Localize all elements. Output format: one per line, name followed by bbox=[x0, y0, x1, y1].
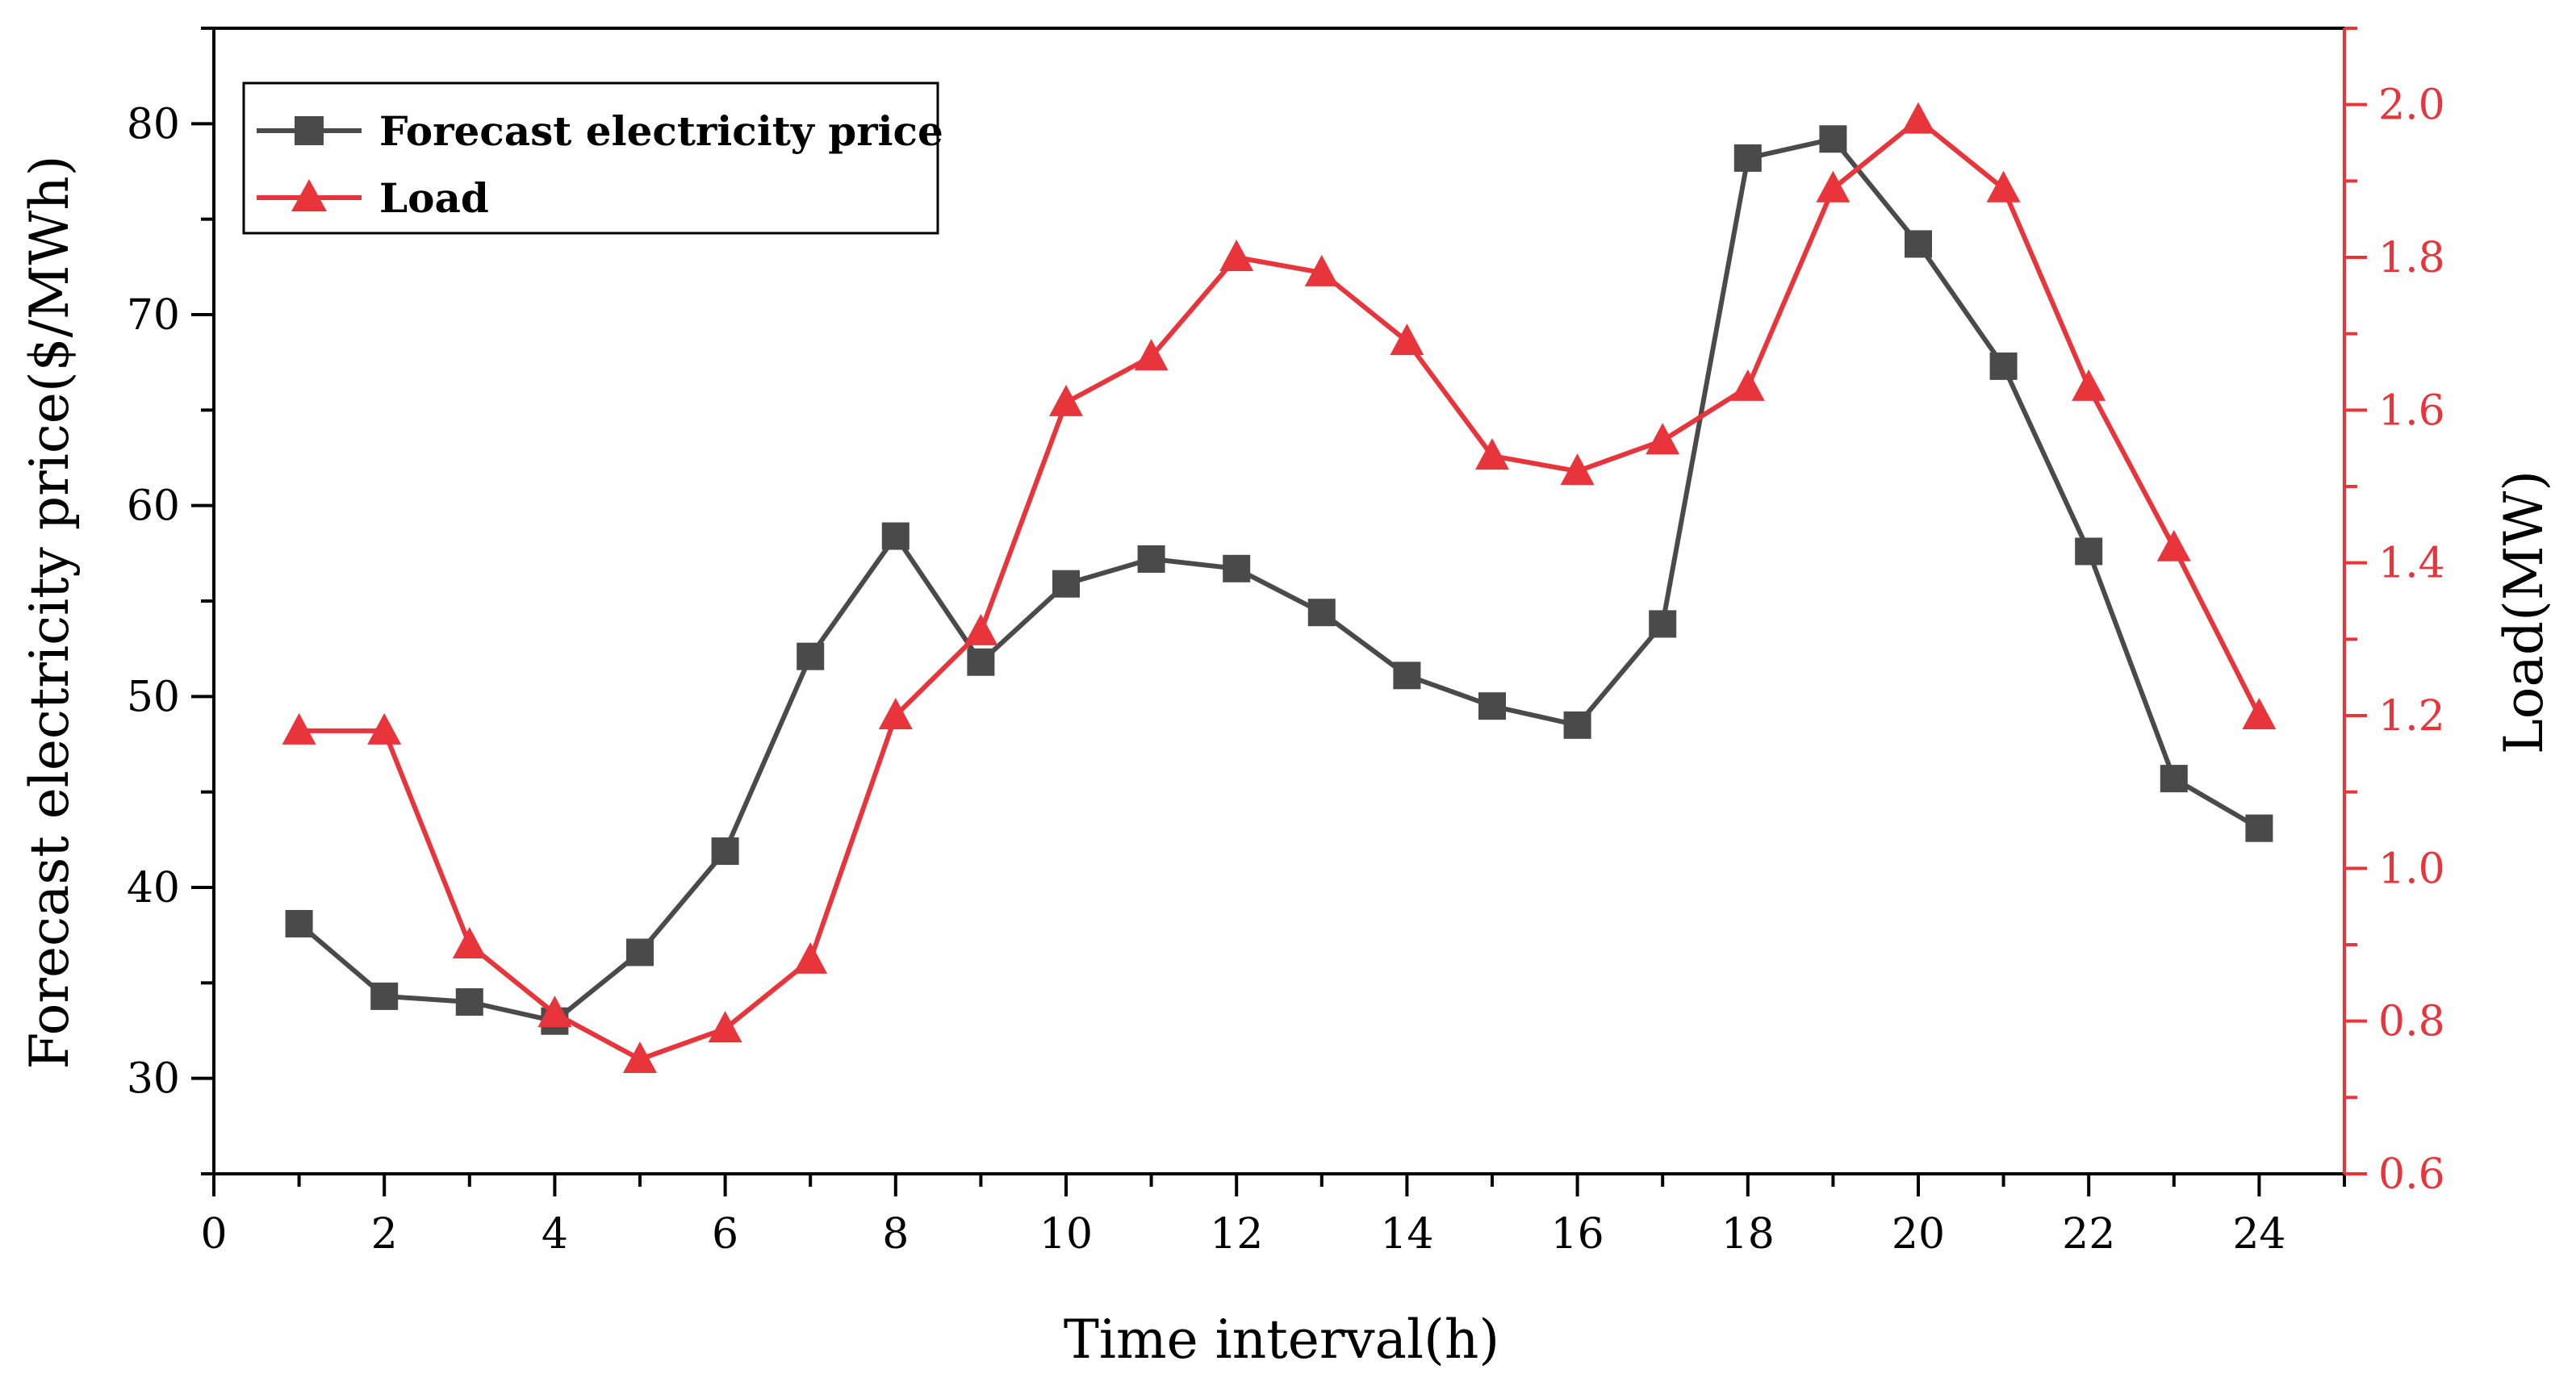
x-tick-label: 12 bbox=[1210, 1210, 1263, 1259]
data-point bbox=[1989, 352, 2018, 380]
x-axis: 0 2 4 6 8 10 12 14 16 18 20 22 24 bbox=[200, 1172, 2346, 1259]
data-point bbox=[1304, 254, 1339, 286]
data-point bbox=[1049, 384, 1083, 416]
y-right-tick-label: 1.2 bbox=[2378, 692, 2445, 741]
data-point bbox=[1986, 170, 2021, 202]
data-point bbox=[1475, 438, 1509, 470]
legend-label-load: Load bbox=[379, 174, 489, 222]
data-point bbox=[2156, 529, 2191, 561]
x-tick-label: 14 bbox=[1380, 1210, 1433, 1259]
data-point bbox=[1307, 599, 1336, 627]
x-tick-label: 22 bbox=[2062, 1210, 2115, 1259]
data-point bbox=[370, 982, 399, 1010]
y-right-tick-label: 1.0 bbox=[2378, 845, 2445, 893]
legend-entry-load: Load bbox=[257, 174, 489, 222]
data-point bbox=[1223, 554, 1251, 582]
data-point bbox=[1816, 170, 1850, 202]
y-right-tick-label: 0.8 bbox=[2378, 998, 2445, 1046]
series-line bbox=[297, 136, 2260, 1024]
data-point bbox=[1219, 240, 1254, 271]
data-point bbox=[623, 1042, 657, 1073]
series-price bbox=[285, 125, 2273, 1035]
data-point bbox=[367, 712, 402, 745]
data-point bbox=[1646, 423, 1680, 455]
data-point bbox=[1649, 610, 1677, 638]
y-right-tick-label: 1.8 bbox=[2378, 234, 2445, 282]
y-left-tick-label: 80 bbox=[127, 100, 180, 148]
data-point bbox=[1393, 662, 1421, 690]
y-right-tick-label: 1.6 bbox=[2378, 386, 2445, 435]
data-point bbox=[797, 642, 825, 670]
data-point bbox=[964, 613, 998, 645]
data-point bbox=[2075, 537, 2103, 566]
data-point bbox=[793, 941, 828, 974]
y-left-tick-label: 50 bbox=[127, 673, 180, 721]
data-point bbox=[1733, 144, 1762, 172]
data-point bbox=[1134, 339, 1169, 371]
data-point bbox=[626, 938, 654, 966]
y-right-tick-label: 2.0 bbox=[2378, 81, 2445, 130]
data-point bbox=[1560, 453, 1595, 486]
series-layer bbox=[282, 102, 2277, 1073]
data-point bbox=[285, 909, 313, 937]
data-point bbox=[1478, 692, 1506, 720]
series-load bbox=[282, 102, 2277, 1073]
x-tick-label: 24 bbox=[2232, 1210, 2285, 1259]
x-tick-label: 8 bbox=[882, 1210, 909, 1259]
y-left-tick-label: 40 bbox=[127, 864, 180, 912]
x-tick-label: 2 bbox=[371, 1210, 398, 1259]
data-point bbox=[537, 996, 572, 1028]
data-point bbox=[455, 988, 483, 1016]
data-point bbox=[1819, 125, 1847, 153]
data-point bbox=[1137, 545, 1165, 573]
legend-marker-load bbox=[291, 179, 327, 211]
legend-label-price: Forecast electricity price bbox=[379, 107, 943, 155]
y-left-tick-label: 60 bbox=[127, 482, 180, 531]
data-point bbox=[878, 698, 913, 729]
legend: Forecast electricity price Load bbox=[242, 81, 943, 235]
x-tick-label: 4 bbox=[542, 1210, 568, 1259]
y-right-tick-label: 0.6 bbox=[2378, 1150, 2445, 1199]
data-point bbox=[2242, 698, 2277, 729]
legend-marker-price bbox=[295, 116, 324, 145]
x-tick-label: 0 bbox=[200, 1210, 227, 1259]
y-right-tick-label: 1.4 bbox=[2378, 540, 2445, 588]
data-point bbox=[1052, 570, 1080, 598]
y-axis-left-title: Forecast electricity price($/MWh) bbox=[19, 155, 81, 1069]
x-tick-label: 20 bbox=[1892, 1210, 1945, 1259]
data-point bbox=[881, 522, 910, 550]
data-point bbox=[1730, 369, 1765, 401]
legend-entry-price: Forecast electricity price bbox=[257, 107, 943, 155]
legend-box bbox=[242, 81, 939, 235]
data-point bbox=[967, 648, 995, 676]
data-point bbox=[2245, 814, 2273, 842]
data-point bbox=[708, 1011, 742, 1043]
data-point bbox=[1901, 102, 1935, 134]
y-axis-left: 30 40 50 60 70 80 bbox=[127, 27, 215, 1175]
x-axis-title: Time interval(h) bbox=[1064, 1309, 1499, 1371]
data-point bbox=[1905, 230, 1932, 258]
y-left-tick-label: 30 bbox=[127, 1055, 180, 1104]
data-point bbox=[1563, 711, 1591, 739]
data-point bbox=[2160, 765, 2188, 793]
y-axis-right: 0.6 0.8 1.0 1.2 1.4 1.6 1.8 2.0 bbox=[2343, 27, 2445, 1199]
data-point bbox=[711, 837, 739, 866]
x-tick-label: 6 bbox=[712, 1210, 738, 1259]
x-tick-label: 10 bbox=[1039, 1210, 1093, 1259]
data-point bbox=[1390, 324, 1424, 356]
data-point bbox=[282, 712, 316, 745]
x-tick-label: 18 bbox=[1721, 1210, 1775, 1259]
y-left-tick-label: 70 bbox=[127, 291, 180, 340]
x-tick-label: 16 bbox=[1551, 1210, 1604, 1259]
y-axis-right-title: Load(MW) bbox=[2493, 470, 2555, 754]
data-point bbox=[2072, 369, 2106, 401]
data-point bbox=[452, 927, 487, 958]
